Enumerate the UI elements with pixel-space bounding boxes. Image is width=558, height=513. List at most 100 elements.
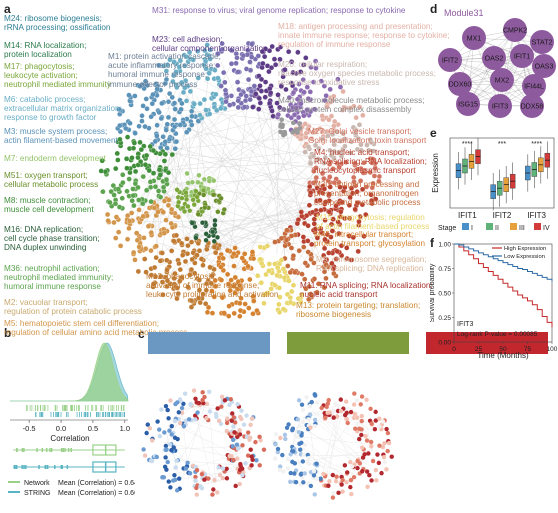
gene-node xyxy=(145,422,150,427)
gene-node xyxy=(237,300,243,306)
gene-node xyxy=(154,86,160,92)
gene-node xyxy=(226,313,232,319)
gene-node xyxy=(164,467,169,472)
gene-node xyxy=(172,106,178,112)
gene-node xyxy=(266,100,273,106)
gene-node xyxy=(206,70,212,76)
gene-label: MX2 xyxy=(495,78,510,85)
gene-node xyxy=(281,275,288,281)
gene-node xyxy=(136,207,142,213)
box-string-outlier xyxy=(54,465,56,469)
gene-node xyxy=(239,408,244,413)
gene-node xyxy=(234,79,241,85)
gene-node xyxy=(298,131,304,138)
gene-node xyxy=(237,307,244,314)
gene-node xyxy=(152,184,159,190)
gene-node xyxy=(254,458,259,463)
module-label-m3: M3: muscle system process; actin filamen… xyxy=(4,127,118,146)
gene-node xyxy=(160,209,166,215)
gene-node xyxy=(301,89,307,95)
gene-node xyxy=(249,463,254,468)
gene-node xyxy=(328,221,335,228)
gene-node xyxy=(250,311,256,317)
gene-node xyxy=(282,432,288,438)
gene-node xyxy=(325,401,331,406)
gene-node xyxy=(288,245,295,251)
gene-node xyxy=(172,146,178,152)
gene-node xyxy=(204,309,211,315)
gene-node xyxy=(308,483,314,489)
gene-node xyxy=(115,186,121,192)
legend-label: I xyxy=(471,225,473,232)
gene-node xyxy=(336,164,342,170)
gene-node xyxy=(340,489,345,494)
gene-node xyxy=(198,484,203,489)
module-label-m36: M36: neutrophil activation; neutrophil m… xyxy=(4,264,114,292)
gene-node xyxy=(164,145,170,151)
gene-node xyxy=(321,252,327,259)
gene-node xyxy=(261,300,267,306)
gene-node xyxy=(173,465,178,470)
gene-node xyxy=(290,89,297,96)
legend-swatch xyxy=(462,223,469,230)
gene-node xyxy=(359,413,364,419)
gene-node-ifit3 xyxy=(488,94,512,118)
plot-frame xyxy=(449,137,555,209)
significance-label: **** xyxy=(531,141,542,148)
x-tick-label: 1.0 xyxy=(120,424,130,433)
gene-node xyxy=(117,243,124,249)
gene-node xyxy=(305,459,310,464)
gene-node xyxy=(377,424,382,429)
gene-label: IFI44L xyxy=(524,84,544,91)
gene-node xyxy=(334,129,340,135)
gene-node xyxy=(296,248,302,254)
gene-node xyxy=(116,106,122,112)
legend-swatch xyxy=(510,223,517,230)
gene-node xyxy=(166,90,173,97)
x-tick-label: IFIT2 xyxy=(493,211,512,220)
gene-node xyxy=(286,457,291,462)
gene-node xyxy=(174,295,180,302)
gene-node xyxy=(296,429,302,435)
gene-node xyxy=(266,68,272,75)
gene-node xyxy=(308,256,314,263)
gene-node xyxy=(148,248,154,254)
gene-node xyxy=(159,100,165,107)
module-label-m14: M14: RNA localization; protein localizat… xyxy=(4,41,87,60)
gene-node xyxy=(169,423,174,429)
box-network-outlier xyxy=(64,448,66,452)
gene-node xyxy=(130,186,136,192)
gene-node xyxy=(199,471,205,477)
gene-node xyxy=(331,180,337,186)
gene-node xyxy=(322,217,328,223)
gene-node xyxy=(171,59,177,65)
gene-node xyxy=(295,114,302,121)
gene-edge xyxy=(499,29,516,107)
gene-node xyxy=(331,408,336,414)
box-network-box xyxy=(92,444,117,456)
gene-node xyxy=(203,107,209,113)
y-axis-title: Expression xyxy=(431,153,440,193)
gene-node xyxy=(234,442,240,447)
gene-node xyxy=(311,473,317,478)
gene-node xyxy=(376,460,382,466)
gene-node xyxy=(159,250,165,256)
gene-label: OAS2 xyxy=(485,56,504,63)
gene-label: STAT2 xyxy=(532,40,553,47)
gene-node xyxy=(287,295,293,301)
gene-node xyxy=(176,410,181,415)
gene-node xyxy=(135,184,141,191)
gene-node xyxy=(344,245,350,251)
gene-node xyxy=(189,108,195,114)
gene-node xyxy=(224,428,230,434)
y-tick-label: 0.50 xyxy=(438,291,451,298)
gene-node xyxy=(246,305,252,311)
gene-node xyxy=(354,166,361,172)
gene-node xyxy=(148,114,154,120)
gene-node xyxy=(245,453,251,458)
gene-node xyxy=(137,139,143,146)
gene-node xyxy=(186,49,193,55)
gene-node xyxy=(328,152,335,159)
gene-node xyxy=(360,455,366,460)
gene-node xyxy=(179,195,185,201)
